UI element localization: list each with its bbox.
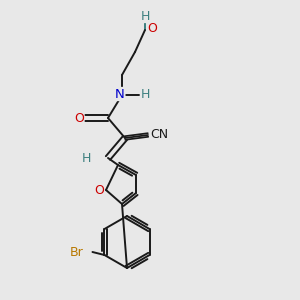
Text: O: O bbox=[94, 184, 104, 196]
Text: H: H bbox=[81, 152, 91, 166]
Text: Br: Br bbox=[70, 245, 83, 259]
Text: O: O bbox=[74, 112, 84, 124]
Text: H: H bbox=[140, 88, 150, 100]
Text: H: H bbox=[140, 10, 150, 22]
Text: O: O bbox=[147, 22, 157, 35]
Text: N: N bbox=[115, 88, 125, 100]
Text: CN: CN bbox=[150, 128, 168, 140]
